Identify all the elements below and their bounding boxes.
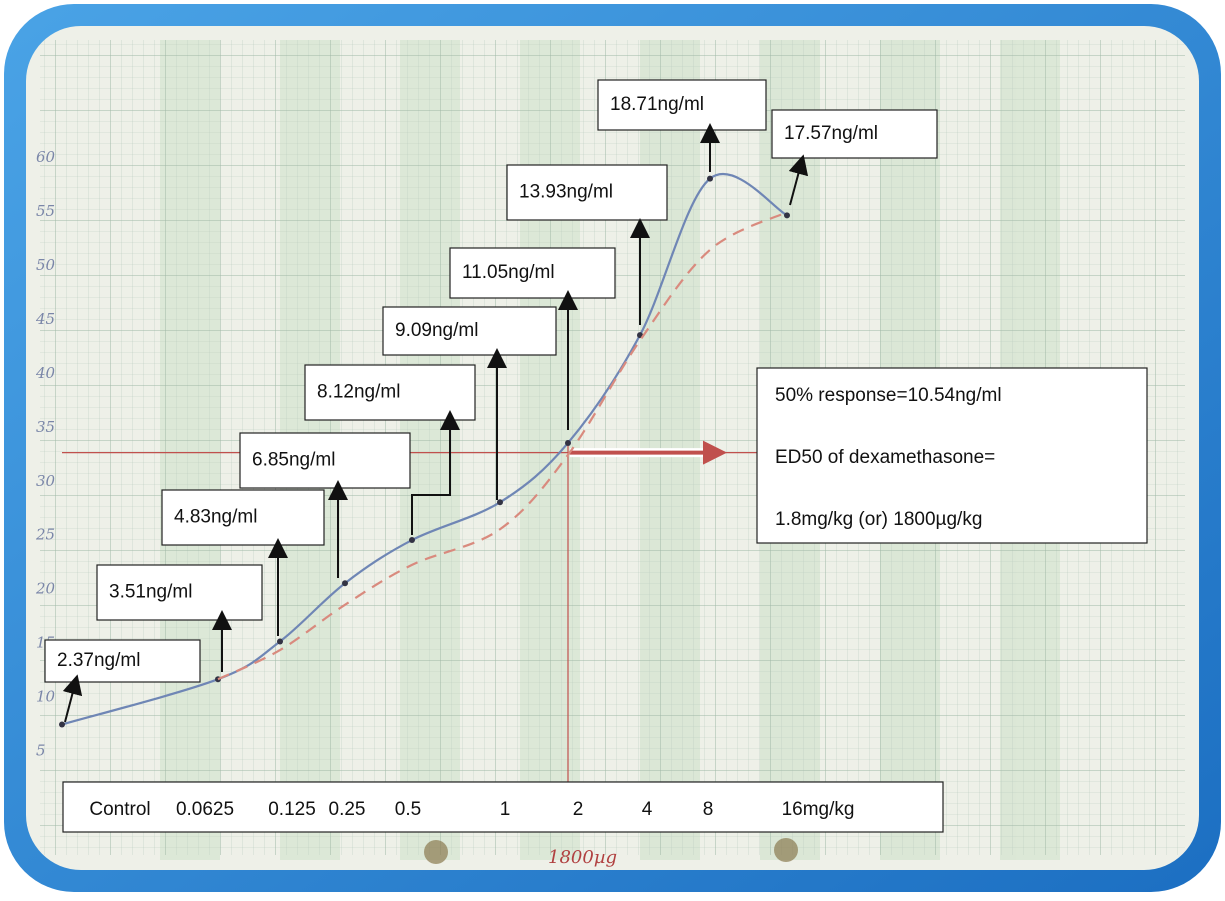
x-tick-label: Control xyxy=(89,799,150,820)
annotation-box xyxy=(382,306,557,356)
data-point xyxy=(707,175,713,182)
x-tick-label: 0.0625 xyxy=(176,799,234,820)
x-tick-label: 0.5 xyxy=(395,799,421,820)
handwritten-note: 1800µg xyxy=(548,847,617,868)
annotation-arrow xyxy=(788,154,809,206)
annotation-box xyxy=(449,247,616,299)
annotation-box xyxy=(96,564,263,621)
data-point xyxy=(565,439,571,446)
y-tick-label: 50 xyxy=(36,256,56,274)
annotation: 17.57ng/ml xyxy=(784,123,878,144)
hole xyxy=(424,840,448,864)
fit-line xyxy=(217,211,788,681)
y-tick-label: 40 xyxy=(35,364,56,382)
category-box xyxy=(62,781,944,833)
annotation: 11.05ng/ml xyxy=(462,262,555,283)
y-tick-label: 25 xyxy=(35,526,55,544)
y-tick-label: 35 xyxy=(36,418,55,436)
annotation: 3.51ng/ml xyxy=(109,582,192,603)
data-line xyxy=(61,172,788,726)
annotation: 6.85ng/ml xyxy=(252,450,335,471)
info-text: 1.8mg/kg (or) 1800µg/kg xyxy=(775,509,982,530)
annotation: 9.09ng/ml xyxy=(395,320,478,341)
x-tick-label: 16mg/kg xyxy=(782,799,855,820)
y-tick-label: 10 xyxy=(36,688,56,706)
y-tick-label: 5 xyxy=(36,741,46,759)
info-box xyxy=(756,367,1148,544)
annotation-arrow xyxy=(411,410,460,535)
x-tick-label: 4 xyxy=(642,799,653,820)
annotation-box xyxy=(239,432,411,489)
data-point xyxy=(342,580,348,587)
hole xyxy=(774,838,798,862)
data-point xyxy=(497,499,503,506)
annotation-arrow xyxy=(62,674,83,723)
y-tick-label: 45 xyxy=(35,310,55,328)
annotation: 4.83ng/ml xyxy=(174,507,257,528)
annotation-box xyxy=(597,79,767,131)
data-point xyxy=(784,212,790,219)
annotation-box xyxy=(771,109,938,159)
x-tick-label: 8 xyxy=(703,799,714,820)
annotation-box xyxy=(506,164,668,221)
annotation-box xyxy=(161,489,325,546)
annotation: 13.93ng/ml xyxy=(519,182,613,203)
y-tick-label: 20 xyxy=(35,580,56,598)
y-tick-label: 30 xyxy=(36,472,56,490)
info-text: ED50 of dexamethasone= xyxy=(775,447,995,468)
annotation: 8.12ng/ml xyxy=(317,382,400,403)
annotation: 18.71ng/ml xyxy=(610,94,704,115)
x-tick-label: 0.25 xyxy=(329,799,366,820)
x-tick-label: 2 xyxy=(573,799,584,820)
y-tick-label: 60 xyxy=(36,148,56,166)
data-point xyxy=(409,537,415,544)
x-tick-label: 1 xyxy=(500,799,511,820)
info-text: 50% response=10.54ng/ml xyxy=(775,385,1002,406)
y-tick-label: 55 xyxy=(36,202,55,220)
annotation: 2.37ng/ml xyxy=(57,650,140,671)
x-tick-label: 0.125 xyxy=(268,799,316,820)
data-point xyxy=(59,721,65,728)
data-point xyxy=(277,638,283,645)
